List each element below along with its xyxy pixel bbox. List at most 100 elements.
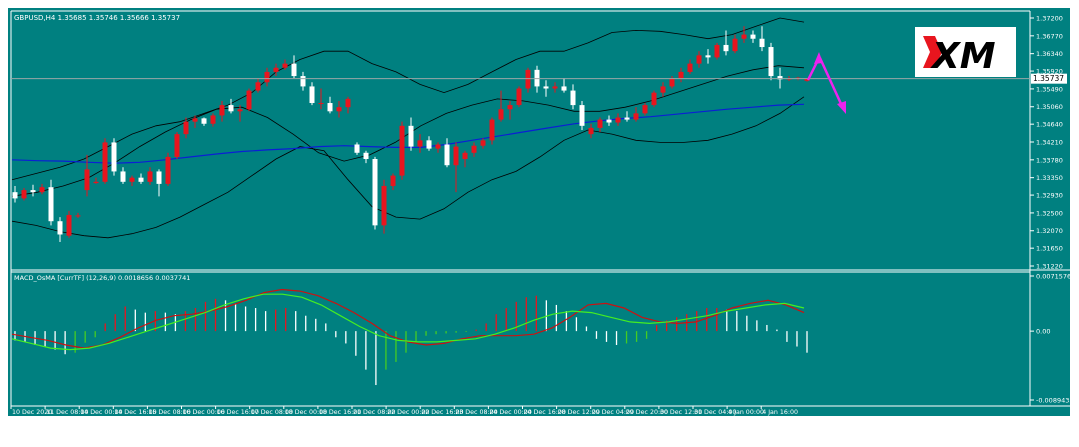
time-tick-label: 24 Dec 16:00 [524,409,566,416]
moving-average [11,103,805,164]
candle-body [120,171,126,182]
candle-body [642,105,648,114]
candle-body [237,109,243,112]
time-tick-label: 16 Dec 16:00 [217,409,259,416]
candle-body [93,181,99,184]
price-tick-label: 1.35920 [1036,68,1063,76]
candle-body [696,55,702,64]
candle-body [210,115,216,124]
projection-arrows [806,52,846,114]
time-tick-label: 4 Jan 00:00 [728,409,764,416]
candle-body [75,215,81,217]
candle-body [732,38,738,52]
candle-body [147,171,153,182]
candle-body [750,34,756,39]
candle-body [201,118,207,124]
oscillator-scale: 0.0071576 0.00 -0.0089435 [1030,273,1074,405]
time-tick-label: 28 Dec 12:00 [558,409,600,416]
price-tick-label: 1.34210 [1036,139,1063,147]
candle-body [399,125,405,176]
price-tick-label: 1.31220 [1036,263,1063,271]
candle-body [138,177,144,182]
candle-body [480,140,486,146]
candle-body [165,156,171,184]
time-tick-label: 4 Jan 16:00 [762,409,798,416]
candle-body [66,214,72,236]
candle-body [84,169,90,191]
bollinger-lower-line [11,96,805,239]
candle-body [714,44,720,58]
candle-body [462,152,468,160]
candle-body [705,55,711,58]
price-tick-label: 1.31650 [1036,245,1063,253]
xm-logo: XM [915,27,1016,77]
bollinger-bands [11,17,805,239]
macd-histogram [14,295,808,386]
price-tick-label: 1.35060 [1036,103,1063,111]
candle-body [543,86,549,89]
macd-lines [11,288,805,351]
bollinger-upper-line [11,17,805,181]
candle-body [318,103,324,105]
candle-body [174,134,180,157]
candle-body [345,98,351,108]
candle-body [453,146,459,166]
candle-body [57,221,63,235]
candle-body [21,190,27,199]
candles [12,26,810,242]
time-tick-label: 22 Dec 00:00 [387,409,429,416]
candle-body [30,190,36,193]
candle-body [111,142,117,172]
chart-svg[interactable]: 1.37200 1.36770 1.36340 1.35920 1.35490 1.350… [8,8,1074,416]
time-tick-label: 23 Dec 08:00 [455,409,497,416]
time-tick-label: 14 Dec 16:00 [114,409,156,416]
candle-body [309,86,315,104]
candle-body [768,47,774,77]
candle-body [246,90,252,110]
time-tick-label: 22 Dec 16:00 [421,409,463,416]
ma-line [11,103,805,164]
candle-body [507,105,513,110]
price-tick-label: 1.36340 [1036,50,1063,58]
candle-body [363,152,369,160]
price-tick-label: 1.34640 [1036,121,1063,129]
candle-body [282,63,288,68]
candle-body [255,82,261,91]
candle-body [561,86,567,91]
candle-body [570,90,576,106]
candle-body [390,175,396,186]
time-tick-label: 15 Dec 08:00 [148,409,190,416]
time-tick-label: 17 Dec 08:00 [251,409,293,416]
candle-body [426,140,432,149]
price-tick-label: 1.36770 [1036,32,1063,40]
candle-body [156,171,162,184]
time-tick-label: 18 Dec 00:00 [285,409,327,416]
candle-body [624,117,630,120]
xm-logo-text: XM [930,36,996,77]
time-tick-label: 31 Dec 04:00 [694,409,736,416]
candle-body [741,34,747,39]
candle-body [633,113,639,120]
time-tick-label: 18 Dec 16:00 [319,409,361,416]
time-tick-label: 29 Dec 04:00 [592,409,634,416]
candle-body [579,105,585,126]
macd-line [11,288,805,349]
candle-body [552,86,558,89]
xm-logo-mark [923,36,942,68]
candle-body [273,67,279,72]
price-scale: 1.37200 1.36770 1.36340 1.35920 1.35490 1.350… [1030,15,1063,271]
time-tick-label: 24 Dec 00:00 [489,409,531,416]
chart-window: 1.37200 1.36770 1.36340 1.35920 1.35490 1.350… [8,8,1074,416]
candle-body [102,142,108,182]
candle-body [615,117,621,123]
candle-body [489,119,495,141]
candle-body [264,71,270,83]
price-tick-label: 1.33350 [1036,174,1063,182]
candle-body [606,119,612,123]
candle-body [534,69,540,87]
current-price-text: 1.35737 [1033,74,1064,83]
down-arrow-head [837,101,846,114]
time-tick-label: 16 Dec 00:00 [183,409,225,416]
time-tick-label: 11 Dec 08:00 [46,409,88,416]
